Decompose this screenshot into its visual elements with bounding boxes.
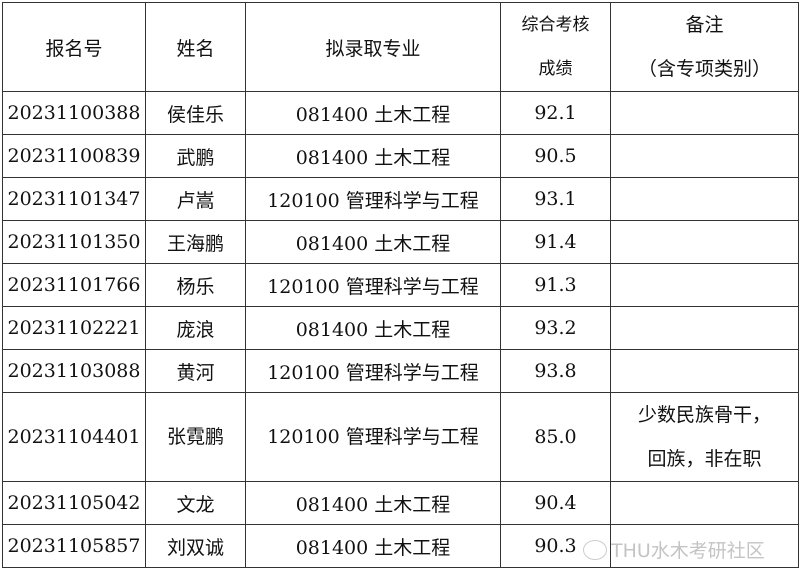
cell-score: 91.4 bbox=[500, 220, 611, 264]
table-row: 20231102221 庞浪 081400 土木工程 93.2 bbox=[2, 306, 799, 350]
cell-name: 卢嵩 bbox=[145, 177, 246, 221]
cell-score: 93.8 bbox=[500, 349, 611, 393]
header-row: 报名号 姓名 拟录取专业 综合考核成绩 备注 （含专项类别） bbox=[2, 2, 799, 92]
header-name: 姓名 bbox=[145, 2, 246, 92]
cell-major: 120100 管理科学与工程 bbox=[245, 349, 501, 393]
cell-id: 20231105042 bbox=[2, 481, 146, 525]
cell-major: 081400 土木工程 bbox=[245, 91, 501, 135]
cell-name: 张霓鹏 bbox=[145, 392, 246, 482]
cell-name: 刘双诚 bbox=[145, 524, 246, 568]
table-row: 20231101350 王海鹏 081400 土木工程 91.4 bbox=[2, 220, 799, 264]
table-row: 20231101766 杨乐 120100 管理科学与工程 91.3 bbox=[2, 263, 799, 307]
cell-id: 20231100388 bbox=[2, 91, 146, 135]
cell-note bbox=[610, 524, 799, 568]
table-row: 20231103088 黄河 120100 管理科学与工程 93.8 bbox=[2, 349, 799, 393]
cell-id: 20231101347 bbox=[2, 177, 146, 221]
cell-note: 少数民族骨干， 回族，非在职 bbox=[610, 392, 799, 482]
cell-id: 20231101766 bbox=[2, 263, 146, 307]
header-note-line2: （含专项类别） bbox=[637, 58, 771, 80]
watermark-text: THU水木考研社区 bbox=[611, 540, 765, 562]
header-id: 报名号 bbox=[2, 2, 146, 92]
cell-score: 93.2 bbox=[500, 306, 611, 350]
cell-name: 王海鹏 bbox=[145, 220, 246, 264]
wechat-icon bbox=[583, 539, 607, 560]
cell-note bbox=[610, 349, 799, 393]
cell-note bbox=[610, 91, 799, 135]
cell-name: 杨乐 bbox=[145, 263, 246, 307]
table-row: 20231101347 卢嵩 120100 管理科学与工程 93.1 bbox=[2, 177, 799, 221]
cell-score: 92.1 bbox=[500, 91, 611, 135]
header-score-line2: 成绩 bbox=[538, 59, 573, 79]
cell-note bbox=[610, 306, 799, 350]
table-row: 20231100388 侯佳乐 081400 土木工程 92.1 bbox=[2, 91, 799, 135]
table-row: 20231105042 文龙 081400 土木工程 90.4 bbox=[2, 481, 799, 525]
cell-major: 081400 土木工程 bbox=[245, 220, 501, 264]
cell-note bbox=[610, 177, 799, 221]
table-row: 20231104401 张霓鹏 120100 管理科学与工程 85.0 少数民族骨干， 回… bbox=[2, 392, 799, 482]
cell-note-line: 回族，非在职 bbox=[647, 448, 762, 470]
cell-major: 120100 管理科学与工程 bbox=[245, 177, 501, 221]
cell-score: 90.4 bbox=[500, 481, 611, 525]
cell-name: 武鹏 bbox=[145, 134, 246, 178]
header-note-line1: 备注 bbox=[685, 14, 724, 36]
cell-id: 20231101350 bbox=[2, 220, 146, 264]
watermark: THU水木考研社区 bbox=[583, 536, 765, 563]
cell-note bbox=[610, 220, 799, 264]
cell-name: 庞浪 bbox=[145, 306, 246, 350]
cell-name: 黄河 bbox=[145, 349, 246, 393]
cell-id: 20231102221 bbox=[2, 306, 146, 350]
cell-note-line: 少数民族骨干， bbox=[637, 404, 771, 426]
header-major: 拟录取专业 bbox=[245, 2, 501, 92]
header-note: 备注 （含专项类别） bbox=[610, 2, 799, 92]
cell-note bbox=[610, 481, 799, 525]
cell-id: 20231103088 bbox=[2, 349, 146, 393]
cell-major: 081400 土木工程 bbox=[245, 524, 501, 568]
cell-score: 85.0 bbox=[500, 392, 611, 482]
admission-table: 报名号 姓名 拟录取专业 综合考核成绩 备注 （含专项类别） 2023110038… bbox=[2, 2, 799, 568]
cell-score: 90.5 bbox=[500, 134, 611, 178]
cell-name: 文龙 bbox=[145, 481, 246, 525]
cell-major: 120100 管理科学与工程 bbox=[245, 392, 501, 482]
cell-major: 120100 管理科学与工程 bbox=[245, 263, 501, 307]
header-score: 综合考核 成绩 bbox=[500, 2, 611, 92]
cell-id: 20231100839 bbox=[2, 134, 146, 178]
cell-id: 20231105857 bbox=[2, 524, 146, 568]
table-row: 20231100839 武鹏 081400 土木工程 90.5 bbox=[2, 134, 799, 178]
cell-major: 081400 土木工程 bbox=[245, 134, 501, 178]
cell-note bbox=[610, 263, 799, 307]
cell-score: 91.3 bbox=[500, 263, 611, 307]
cell-score: 93.1 bbox=[500, 177, 611, 221]
cell-major: 081400 土木工程 bbox=[245, 481, 501, 525]
cell-name: 侯佳乐 bbox=[145, 91, 246, 135]
cell-major: 081400 土木工程 bbox=[245, 306, 501, 350]
cell-note bbox=[610, 134, 799, 178]
header-score-line1: 综合考核 bbox=[521, 15, 590, 35]
cell-id: 20231104401 bbox=[2, 392, 146, 482]
